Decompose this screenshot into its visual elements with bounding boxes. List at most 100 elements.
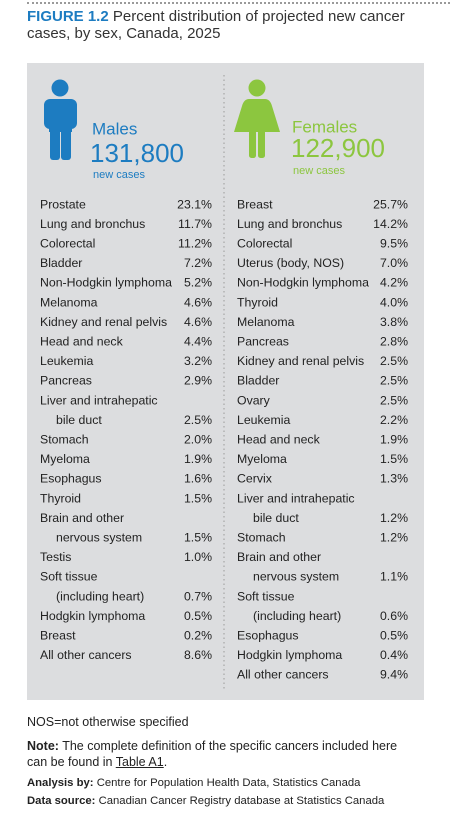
cancer-name: Soft tissue	[237, 589, 295, 603]
cancer-percent: 2.5%	[184, 413, 212, 427]
cancer-percent: 7.2%	[184, 256, 212, 270]
males-unit: new cases	[93, 169, 145, 181]
cancer-percent: 2.5%	[380, 374, 408, 388]
cancer-name: Pancreas	[40, 374, 92, 388]
cancer-percent: 2.5%	[380, 393, 408, 407]
cancer-name: nervous system	[56, 530, 142, 544]
cancer-name: Brain and other	[40, 511, 124, 525]
cancer-name: Melanoma	[237, 315, 295, 329]
cancer-name: Liver and intrahepatic	[237, 491, 355, 505]
cancer-percent: 2.2%	[380, 413, 408, 427]
cancer-percent: 1.2%	[380, 530, 408, 544]
cancer-name: Bladder	[237, 374, 279, 388]
cancer-name: Bladder	[40, 256, 82, 270]
cancer-name: All other cancers	[237, 668, 329, 682]
cancer-name: Melanoma	[40, 295, 98, 309]
cancer-name: Lung and bronchus	[40, 217, 145, 231]
cancer-percent: 4.6%	[184, 295, 212, 309]
cancer-name: Hodgkin lymphoma	[237, 648, 342, 662]
cancer-percent: 0.4%	[380, 648, 408, 662]
cancer-percent: 4.0%	[380, 295, 408, 309]
source-label: Data source:	[27, 795, 96, 807]
cancer-percent: 0.7%	[184, 589, 212, 603]
cancer-name: Myeloma	[237, 452, 287, 466]
cancer-percent: 1.5%	[184, 530, 212, 544]
cancer-percent: 9.5%	[380, 236, 408, 250]
cancer-percent: 11.7%	[178, 217, 212, 231]
cancer-name: All other cancers	[40, 648, 132, 662]
females-count: 122,900	[291, 133, 385, 163]
cancer-percent: 7.0%	[380, 256, 408, 270]
cancer-name: Liver and intrahepatic	[40, 393, 158, 407]
cancer-name: Stomach	[237, 530, 286, 544]
females-label: Females	[292, 117, 357, 136]
cancer-percent: 1.6%	[184, 472, 212, 486]
note-link[interactable]: Table A1	[115, 755, 164, 769]
cancer-name: Leukemia	[237, 413, 290, 427]
cancer-name: Myeloma	[40, 452, 90, 466]
source-text: Canadian Cancer Registry database at Sta…	[98, 795, 385, 807]
source: Data source: Canadian Cancer Registry da…	[27, 793, 407, 809]
cancer-name: bile duct	[253, 511, 299, 525]
males-label: Males	[92, 119, 137, 138]
cancer-percent: 3.2%	[184, 354, 212, 368]
cancer-name: Leukemia	[40, 354, 93, 368]
cancer-percent: 1.9%	[184, 452, 212, 466]
abbreviation: NOS=not otherwise specified	[27, 715, 189, 729]
note-end: .	[163, 755, 168, 769]
cancer-percent: 1.2%	[380, 511, 408, 525]
cancer-percent: 0.2%	[184, 628, 212, 642]
cancer-name: (including heart)	[253, 609, 341, 623]
females-unit: new cases	[293, 165, 345, 177]
cancer-percent: 2.8%	[380, 334, 408, 348]
cancer-percent: 2.5%	[380, 354, 408, 368]
cancer-name: Ovary	[237, 393, 271, 407]
cancer-percent: 1.5%	[380, 452, 408, 466]
note-text: The complete definition of the specific …	[27, 739, 398, 769]
cancer-name: Breast	[40, 628, 76, 642]
males-count: 131,800	[90, 138, 184, 168]
figure-title: FIGURE 1.2 Percent distribution of proje…	[27, 8, 419, 42]
cancer-percent: 4.4%	[184, 334, 212, 348]
analysis: Analysis by: Centre for Population Healt…	[27, 775, 407, 791]
cancer-percent: 4.6%	[184, 315, 212, 329]
cancer-percent: 2.9%	[184, 374, 212, 388]
cancer-name: nervous system	[253, 570, 339, 584]
cancer-name: Head and neck	[237, 432, 321, 446]
cancer-percent: 9.4%	[380, 668, 408, 682]
note-label: Note:	[27, 739, 59, 753]
cancer-name: Stomach	[40, 432, 89, 446]
cancer-name: bile duct	[56, 413, 102, 427]
cancer-name: Esophagus	[40, 472, 102, 486]
panel	[27, 63, 424, 700]
cancer-percent: 3.8%	[380, 315, 408, 329]
title-text: Percent distribution of projected new ca…	[27, 8, 405, 42]
cancer-name: Head and neck	[40, 334, 124, 348]
cancer-name: Cervix	[237, 472, 273, 486]
cancer-name: Uterus (body, NOS)	[237, 256, 344, 270]
cancer-percent: 1.9%	[380, 432, 408, 446]
cancer-name: Pancreas	[237, 334, 289, 348]
cancer-name: Colorectal	[40, 236, 95, 250]
cancer-name: Kidney and renal pelvis	[237, 354, 364, 368]
cancer-percent: 8.6%	[184, 648, 212, 662]
cancer-percent: 23.1%	[177, 197, 212, 211]
cancer-name: Breast	[237, 197, 273, 211]
cancer-percent: 5.2%	[184, 276, 212, 290]
cancer-name: Thyroid	[237, 295, 278, 309]
cancer-percent: 11.2%	[178, 236, 212, 250]
cancer-name: Colorectal	[237, 236, 292, 250]
note: Note: The complete definition of the spe…	[27, 738, 407, 770]
cancer-name: (including heart)	[56, 589, 144, 603]
cancer-name: Lung and bronchus	[237, 217, 342, 231]
cancer-name: Non-Hodgkin lymphoma	[40, 276, 172, 290]
cancer-name: Esophagus	[237, 628, 299, 642]
cancer-percent: 0.6%	[380, 609, 408, 623]
female-icon	[234, 79, 280, 158]
analysis-text: Centre for Population Health Data, Stati…	[96, 777, 361, 789]
cancer-name: Prostate	[40, 197, 86, 211]
cancer-name: Soft tissue	[40, 570, 98, 584]
cancer-percent: 0.5%	[184, 609, 212, 623]
cancer-percent: 25.7%	[373, 197, 408, 211]
